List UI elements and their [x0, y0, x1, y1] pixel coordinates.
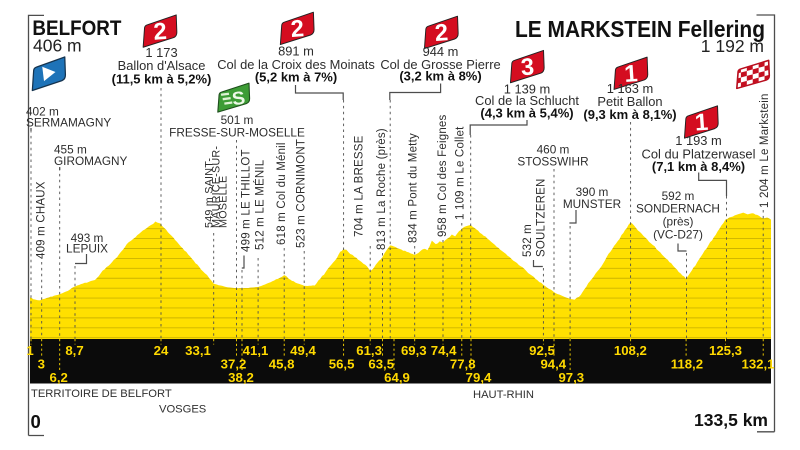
- svg-text:41,1: 41,1: [243, 343, 269, 358]
- svg-text:2: 2: [153, 18, 168, 46]
- svg-text:(4,3 km à 5,4%): (4,3 km à 5,4%): [480, 106, 573, 121]
- svg-text:1: 1: [623, 60, 638, 88]
- svg-text:501 m: 501 m: [221, 113, 254, 127]
- svg-text:74,4: 74,4: [431, 343, 457, 358]
- svg-text:BELFORT: BELFORT: [32, 16, 121, 40]
- svg-text:813 m La Roche (près): 813 m La Roche (près): [376, 128, 388, 250]
- svg-text:MUNSTER: MUNSTER: [563, 197, 621, 211]
- svg-text:37,2: 37,2: [221, 356, 247, 371]
- svg-text:1 204 m Le Markstein: 1 204 m Le Markstein: [759, 93, 771, 208]
- svg-text:512 m LE MÉNIL: 512 m LE MÉNIL: [254, 159, 267, 250]
- svg-text:33,1: 33,1: [185, 343, 211, 358]
- svg-text:125,3: 125,3: [709, 343, 742, 358]
- svg-text:704 m LA BRESSE: 704 m LA BRESSE: [354, 135, 366, 237]
- svg-text:8,7: 8,7: [65, 343, 83, 358]
- svg-text:Col de la Croix des Moinats: Col de la Croix des Moinats: [217, 57, 375, 72]
- svg-text:944 m: 944 m: [423, 44, 459, 59]
- svg-text:409 m CHAUX: 409 m CHAUX: [36, 181, 48, 259]
- svg-text:MAURICE-SUR-: MAURICE-SUR-: [210, 146, 222, 228]
- svg-text:92,5: 92,5: [529, 343, 555, 358]
- svg-text:460 m: 460 m: [537, 143, 570, 157]
- svg-text:406 m: 406 m: [33, 36, 82, 56]
- svg-text:Ballon d'Alsace: Ballon d'Alsace: [118, 58, 206, 73]
- svg-text:STOSSWIHR: STOSSWIHR: [517, 155, 588, 169]
- svg-text:Col de Grosse Pierre: Col de Grosse Pierre: [380, 57, 500, 72]
- svg-text:VOSGES: VOSGES: [159, 404, 206, 416]
- svg-text:891 m: 891 m: [278, 44, 314, 59]
- svg-text:64,9: 64,9: [384, 370, 410, 385]
- svg-text:69,3: 69,3: [401, 343, 427, 358]
- svg-text:455 m: 455 m: [54, 143, 87, 157]
- svg-text:(près): (près): [663, 215, 694, 229]
- svg-text:532 m: 532 m: [522, 224, 534, 257]
- svg-text:SERMAMAGNY: SERMAMAGNY: [26, 116, 111, 130]
- svg-text:3: 3: [38, 356, 45, 371]
- svg-text:2: 2: [434, 19, 449, 47]
- svg-text:49,4: 49,4: [290, 343, 316, 358]
- svg-text:118,2: 118,2: [671, 356, 703, 371]
- svg-text:549 m SAINT-: 549 m SAINT-: [203, 158, 215, 228]
- svg-text:390 m: 390 m: [576, 185, 609, 199]
- svg-text:Petit Ballon: Petit Ballon: [597, 94, 662, 109]
- svg-text:834 m Pont du Metty: 834 m Pont du Metty: [408, 133, 420, 243]
- svg-text:1: 1: [694, 109, 709, 137]
- svg-text:(3,2 km à 8%): (3,2 km à 8%): [399, 69, 481, 84]
- svg-text:1 109 m Le Collet: 1 109 m Le Collet: [455, 126, 467, 220]
- svg-text:1 139 m: 1 139 m: [504, 82, 551, 97]
- svg-text:38,2: 38,2: [228, 370, 254, 385]
- svg-text:958 m Col des Feignes: 958 m Col des Feignes: [437, 114, 449, 237]
- svg-text:S: S: [231, 88, 247, 110]
- svg-text:45,8: 45,8: [269, 356, 295, 371]
- svg-text:133,5 km: 133,5 km: [694, 410, 768, 430]
- svg-text:HAUT-RHIN: HAUT-RHIN: [473, 389, 534, 401]
- svg-text:GIROMAGNY: GIROMAGNY: [54, 154, 128, 168]
- svg-text:6,2: 6,2: [50, 370, 68, 385]
- svg-text:24: 24: [154, 343, 169, 358]
- svg-text:56,5: 56,5: [329, 356, 355, 371]
- svg-text:108,2: 108,2: [614, 343, 647, 358]
- svg-text:LEPUIX: LEPUIX: [66, 242, 108, 256]
- svg-text:1: 1: [26, 343, 33, 358]
- svg-text:(9,3 km à 8,1%): (9,3 km à 8,1%): [583, 107, 676, 122]
- svg-text:FRESSE-SUR-MOSELLE: FRESSE-SUR-MOSELLE: [169, 126, 305, 140]
- svg-text:0: 0: [31, 411, 41, 432]
- svg-text:132,1: 132,1: [741, 356, 774, 371]
- svg-text:97,3: 97,3: [558, 370, 584, 385]
- svg-text:LE MARKSTEIN Fellering: LE MARKSTEIN Fellering: [515, 16, 765, 42]
- svg-text:Col du Platzerwasel: Col du Platzerwasel: [642, 147, 756, 162]
- svg-text:(VC-D27): (VC-D27): [653, 228, 703, 242]
- svg-text:1 192 m: 1 192 m: [701, 36, 764, 56]
- svg-text:493 m: 493 m: [71, 231, 104, 245]
- svg-text:(11,5 km à 5,2%): (11,5 km à 5,2%): [112, 72, 212, 87]
- svg-text:Col de la Schlucht: Col de la Schlucht: [475, 93, 579, 108]
- svg-text:1 163 m: 1 163 m: [607, 81, 654, 96]
- svg-text:61,3: 61,3: [356, 343, 382, 358]
- svg-text:94,4: 94,4: [540, 356, 566, 371]
- svg-text:MOSELLE: MOSELLE: [218, 176, 230, 228]
- svg-text:592 m: 592 m: [662, 189, 695, 203]
- svg-text:1 193 m: 1 193 m: [675, 133, 722, 148]
- svg-text:1 173: 1 173: [145, 45, 177, 60]
- svg-text:3: 3: [520, 53, 535, 81]
- svg-text:(5,2 km à 7%): (5,2 km à 7%): [255, 70, 337, 85]
- svg-text:(7,1 km à 8,4%): (7,1 km à 8,4%): [652, 159, 745, 174]
- svg-text:402 m: 402 m: [26, 105, 59, 119]
- svg-text:63,5: 63,5: [368, 356, 394, 371]
- svg-text:77,8: 77,8: [450, 356, 476, 371]
- svg-text:523 m CORNIMONT: 523 m CORNIMONT: [296, 139, 308, 248]
- svg-text:2: 2: [290, 15, 305, 43]
- svg-text:SONDERNACH: SONDERNACH: [636, 202, 720, 216]
- svg-text:SOULTZEREN: SOULTZEREN: [536, 179, 548, 257]
- svg-text:499 m LE THILLOT: 499 m LE THILLOT: [241, 149, 253, 252]
- svg-text:618 m Col du Ménil: 618 m Col du Ménil: [276, 142, 288, 245]
- svg-text:TERRITOIRE DE BELFORT: TERRITOIRE DE BELFORT: [31, 388, 172, 400]
- svg-text:79,4: 79,4: [466, 370, 492, 385]
